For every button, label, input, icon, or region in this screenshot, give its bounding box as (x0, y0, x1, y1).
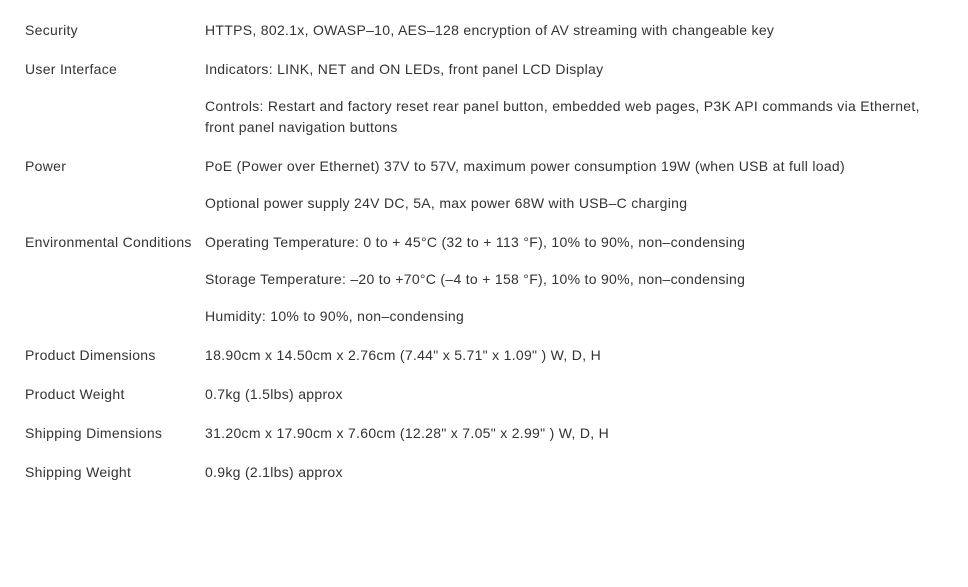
spec-values: 0.9kg (2.1lbs) approx (205, 462, 943, 483)
spec-label: Power (25, 156, 205, 177)
spec-value: Controls: Restart and factory reset rear… (205, 96, 943, 138)
spec-row-user-interface: User Interface Indicators: LINK, NET and… (25, 59, 943, 138)
spec-row-product-weight: Product Weight 0.7kg (1.5lbs) approx (25, 384, 943, 405)
spec-value: 0.7kg (1.5lbs) approx (205, 384, 943, 405)
spec-value: HTTPS, 802.1x, OWASP–10, AES–128 encrypt… (205, 20, 943, 41)
spec-row-power: Power PoE (Power over Ethernet) 37V to 5… (25, 156, 943, 214)
spec-row-product-dimensions: Product Dimensions 18.90cm x 14.50cm x 2… (25, 345, 943, 366)
spec-value: Operating Temperature: 0 to + 45°C (32 t… (205, 232, 943, 253)
spec-label: Security (25, 20, 205, 41)
spec-label: Shipping Dimensions (25, 423, 205, 444)
spec-value: Storage Temperature: –20 to +70°C (–4 to… (205, 269, 943, 290)
spec-values: PoE (Power over Ethernet) 37V to 57V, ma… (205, 156, 943, 214)
spec-row-shipping-dimensions: Shipping Dimensions 31.20cm x 17.90cm x … (25, 423, 943, 444)
spec-values: Indicators: LINK, NET and ON LEDs, front… (205, 59, 943, 138)
spec-value: PoE (Power over Ethernet) 37V to 57V, ma… (205, 156, 943, 177)
spec-label: Environmental Conditions (25, 232, 205, 253)
spec-row-environmental-conditions: Environmental Conditions Operating Tempe… (25, 232, 943, 327)
spec-label: Shipping Weight (25, 462, 205, 483)
spec-value: Optional power supply 24V DC, 5A, max po… (205, 193, 943, 214)
spec-value: Humidity: 10% to 90%, non–condensing (205, 306, 943, 327)
spec-values: 0.7kg (1.5lbs) approx (205, 384, 943, 405)
spec-values: Operating Temperature: 0 to + 45°C (32 t… (205, 232, 943, 327)
spec-value: 31.20cm x 17.90cm x 7.60cm (12.28" x 7.0… (205, 423, 943, 444)
spec-values: HTTPS, 802.1x, OWASP–10, AES–128 encrypt… (205, 20, 943, 41)
spec-label: Product Weight (25, 384, 205, 405)
spec-value: Indicators: LINK, NET and ON LEDs, front… (205, 59, 943, 80)
spec-value: 0.9kg (2.1lbs) approx (205, 462, 943, 483)
spec-row-shipping-weight: Shipping Weight 0.9kg (2.1lbs) approx (25, 462, 943, 483)
spec-value: 18.90cm x 14.50cm x 2.76cm (7.44" x 5.71… (205, 345, 943, 366)
spec-label: User Interface (25, 59, 205, 80)
spec-values: 18.90cm x 14.50cm x 2.76cm (7.44" x 5.71… (205, 345, 943, 366)
spec-values: 31.20cm x 17.90cm x 7.60cm (12.28" x 7.0… (205, 423, 943, 444)
spec-label: Product Dimensions (25, 345, 205, 366)
spec-row-security: Security HTTPS, 802.1x, OWASP–10, AES–12… (25, 20, 943, 41)
spec-table: Security HTTPS, 802.1x, OWASP–10, AES–12… (25, 20, 943, 483)
